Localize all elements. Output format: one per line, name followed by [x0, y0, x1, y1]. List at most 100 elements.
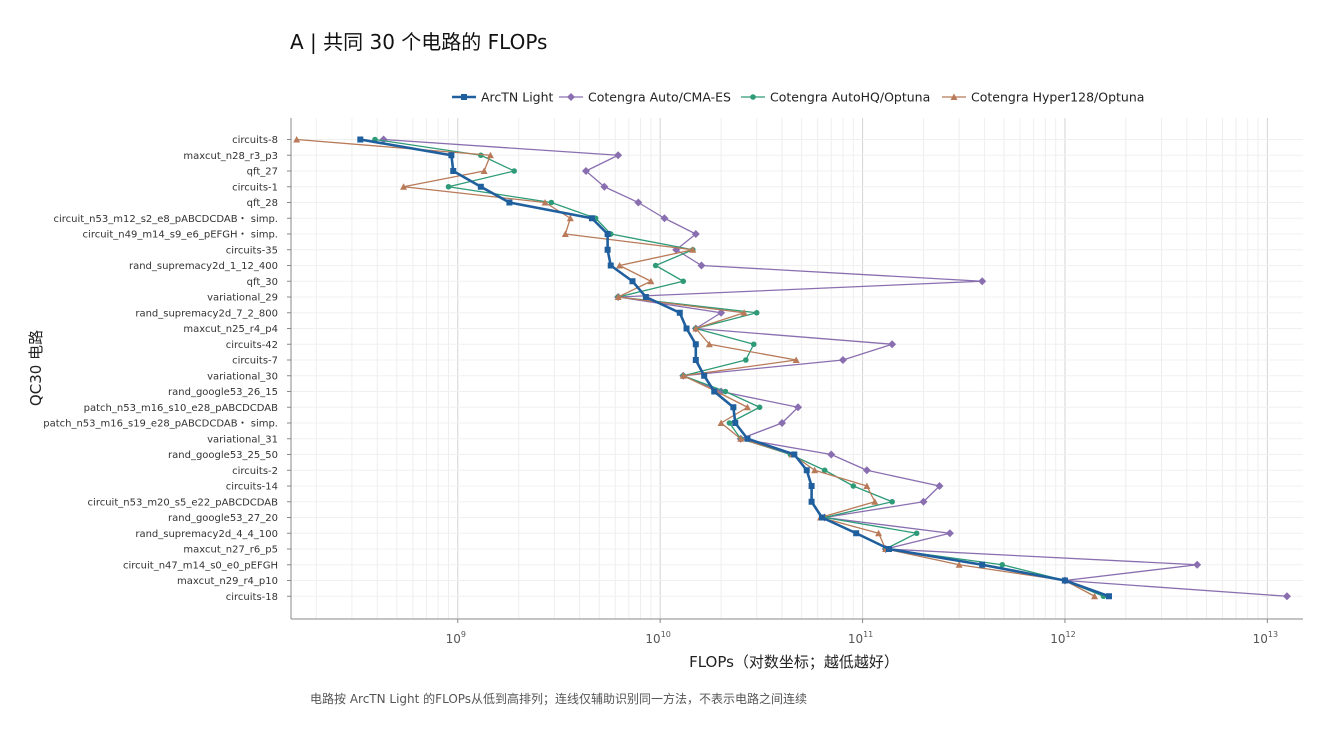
data-point [477, 183, 484, 190]
data-point [548, 199, 555, 206]
data-point [357, 136, 364, 143]
data-point [919, 497, 928, 506]
y-tick-label: maxcut_n29_r4_p10 [177, 576, 278, 587]
x-tick-label: 109 [446, 630, 466, 646]
y-tick-label: circuits-42 [226, 340, 278, 351]
data-point [808, 483, 815, 489]
data-point [722, 388, 729, 395]
data-point [1061, 577, 1068, 584]
data-point [717, 419, 725, 426]
data-point [541, 199, 549, 206]
y-tick-label: circuits-2 [232, 466, 278, 477]
y-axis-label: QC30 电路 [27, 330, 45, 406]
axes [290, 118, 1303, 620]
series-arctn-light [357, 136, 1112, 600]
data-point [607, 262, 614, 269]
data-point [705, 340, 713, 348]
legend-swatch-marker [567, 93, 575, 101]
data-point [743, 403, 751, 411]
data-point [683, 325, 690, 332]
data-point [850, 483, 857, 489]
data-point [600, 182, 609, 191]
data-point [660, 214, 669, 223]
footnote: 电路按 ArcTN Light 的FLOPs从低到高排列；连线仅辅助识别同一方法… [310, 691, 807, 706]
legend-item: Cotengra Auto/CMA-ES [559, 90, 731, 105]
y-tick-label: qft_27 [247, 167, 278, 178]
data-point [978, 277, 987, 286]
data-point [691, 230, 700, 238]
data-point [680, 278, 687, 285]
data-point [588, 215, 595, 222]
data-point [871, 498, 879, 505]
data-point [778, 419, 787, 427]
data-point [642, 294, 649, 300]
x-axis-label: FLOPs（对数坐标；越低越好） [689, 653, 899, 671]
data-point [875, 529, 883, 537]
data-point [913, 530, 920, 537]
legend-swatch-marker [750, 94, 756, 100]
data-point [1193, 560, 1202, 569]
y-tick-label: circuits-8 [232, 135, 278, 146]
series-line [360, 138, 1110, 598]
data-point [979, 561, 986, 568]
y-tick-label: rand_supremacy2d_7_2_800 [135, 308, 278, 319]
x-tick-labels: 109 1010 1011 1012 1013 [446, 619, 1278, 646]
y-tick-label: maxcut_n27_r6_p5 [183, 545, 278, 556]
legend-label: Cotengra Auto/CMA-ES [588, 90, 731, 105]
data-point [581, 167, 590, 175]
data-point [445, 183, 452, 190]
x-tick-label: 1011 [848, 630, 873, 646]
data-point [293, 136, 301, 143]
y-tick-label: circuits-35 [226, 245, 278, 256]
data-point [753, 309, 760, 316]
data-point [808, 498, 815, 505]
y-tick-label: maxcut_n28_r3_p3 [183, 151, 278, 162]
legend-item: Cotengra Hyper128/Optuna [942, 90, 1144, 105]
chart-title: A | 共同 30 个电路的 FLOPs [290, 30, 547, 54]
y-tick-label: variational_30 [207, 371, 278, 382]
data-point [750, 341, 757, 348]
series-line [383, 138, 1288, 597]
data-point [692, 357, 699, 363]
y-tick-label: qft_30 [247, 277, 278, 288]
data-point [821, 467, 828, 474]
data-point [1091, 592, 1099, 600]
data-point [811, 466, 819, 474]
data-point [853, 530, 860, 537]
legend: ArcTN Light Cotengra Auto/CMA-ES Cotengra … [452, 90, 1144, 105]
data-point [400, 183, 408, 190]
legend-label: Cotengra AutoHQ/Optuna [770, 90, 930, 105]
data-point [604, 246, 611, 253]
data-point [561, 230, 569, 237]
y-tick-label: patch_n53_m16_s10_e28_pABCDCDAB [84, 403, 278, 414]
data-point [701, 372, 708, 379]
data-point [486, 151, 494, 159]
legend-swatch-marker [461, 94, 467, 100]
y-tick-label: circuits-1 [232, 182, 278, 193]
data-point [697, 261, 706, 270]
data-point [792, 356, 800, 363]
data-point [1282, 592, 1291, 601]
y-tick-label: variational_31 [207, 434, 278, 445]
data-point [732, 420, 739, 426]
data-point [726, 420, 733, 426]
data-point [1105, 593, 1112, 600]
y-tick-label: circuit_n47_m14_s0_e0_pEFGH [123, 560, 278, 571]
x-tick-label: 1010 [645, 630, 670, 646]
data-point [827, 450, 836, 459]
data-point [838, 356, 847, 364]
data-point [448, 152, 455, 159]
y-tick-label: circuits-14 [226, 482, 278, 493]
y-tick-label: circuit_n53_m12_s2_e8_pABCDCDAB・ simp. [53, 214, 278, 225]
y-tick-label: rand_google53_26_15 [168, 387, 278, 398]
y-tick-label: circuits-7 [232, 356, 278, 367]
data-point [689, 246, 697, 253]
data-point [506, 199, 513, 206]
data-point [692, 325, 700, 332]
data-point [999, 561, 1006, 568]
y-tick-label: rand_google53_27_20 [168, 513, 278, 524]
data-point [945, 529, 954, 538]
data-point [794, 403, 803, 412]
y-tick-label: circuits-18 [226, 592, 278, 603]
y-tick-label: patch_n53_m16_s19_e28_pABCDCDAB・ simp. [43, 419, 278, 430]
